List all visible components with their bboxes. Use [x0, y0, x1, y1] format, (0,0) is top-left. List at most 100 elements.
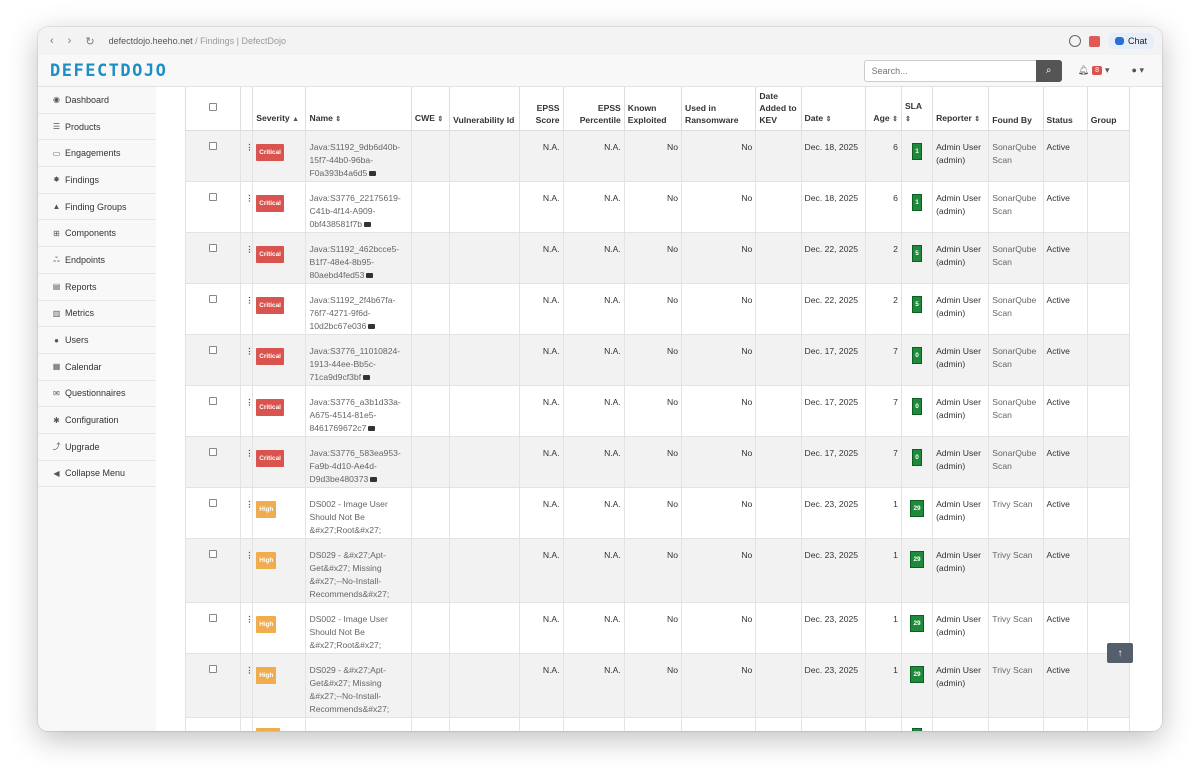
- table-row[interactable]: ⋮ Critical Java:S3776_11010824-1913-44ee-B…: [184, 334, 1131, 386]
- table-row[interactable]: ⋮ Critical Java:S1192_9db6d40b-15f7-44b0-9…: [184, 130, 1131, 182]
- col-sla[interactable]: SLA ⇕: [900, 87, 934, 131]
- finding-name-link[interactable]: DS002 - Image User Should Not Be &#x27;R…: [309, 499, 388, 535]
- sidebar-item-products[interactable]: ☰ Products: [38, 114, 156, 141]
- col-reporter[interactable]: Reporter ⇕: [932, 87, 990, 131]
- search-input[interactable]: [863, 59, 1036, 82]
- row-checkbox[interactable]: [209, 448, 218, 456]
- sidebar-item-reports[interactable]: ▤ Reports: [38, 274, 156, 301]
- sidebar-item-dashboard[interactable]: ◉ Dashboard: [38, 87, 156, 114]
- reload-icon[interactable]: ↻: [85, 35, 95, 48]
- finding-name-link[interactable]: Java:S1192_9db6d40b-15f7-44b0-96ba-F0a39…: [309, 142, 401, 178]
- extension-icon[interactable]: [1068, 35, 1081, 47]
- finding-name-link[interactable]: Java:S3776_a3b1d33a-A675-4514-81e5-84617…: [309, 397, 401, 433]
- row-actions-icon[interactable]: ⋮: [245, 193, 254, 203]
- col-group[interactable]: Group: [1086, 87, 1131, 131]
- table-row[interactable]: ⋮ Critical Java:S3776_22175619-C41b-4f14-A…: [184, 181, 1131, 233]
- back-icon[interactable]: ‹: [50, 34, 54, 47]
- sidebar-item-configuration[interactable]: ✱ Configuration: [38, 407, 156, 434]
- col-age[interactable]: Age ⇕: [864, 87, 902, 131]
- col-cwe[interactable]: CWE ⇕: [410, 87, 451, 131]
- select-all-checkbox[interactable]: [209, 103, 218, 111]
- finding-name-link[interactable]: Java:S1192_2f4b67fa-76f7-4271-9f6d-10d2b…: [309, 295, 396, 331]
- finding-name-link[interactable]: Java:S3776_11010824-1913-44ee-Bb5c-71ca9…: [309, 346, 401, 382]
- table-row[interactable]: ⋮ High DS029 - &#x27;Apt-Get&#x27; Missing…: [184, 538, 1131, 603]
- row-checkbox[interactable]: [209, 346, 218, 354]
- sidebar-item-finding-groups[interactable]: ▲ Finding Groups: [38, 194, 156, 221]
- finding-name-link[interactable]: Java:S3776_22175619-C41b-4f14-A909-0bf43…: [309, 193, 401, 229]
- col-epss-percentile[interactable]: EPSS Percentile: [562, 87, 625, 131]
- used-in-ransomware: No: [681, 487, 757, 539]
- row-checkbox[interactable]: [209, 665, 218, 673]
- chat-button[interactable]: Chat: [1107, 33, 1154, 49]
- row-checkbox[interactable]: [209, 614, 218, 622]
- sidebar-item-label: Collapse Menu: [65, 468, 126, 479]
- sidebar-item-findings[interactable]: ✸ Findings: [38, 167, 156, 194]
- found-by: SonarQube Scan: [988, 385, 1044, 437]
- col-date[interactable]: Date ⇕: [800, 87, 866, 131]
- found-by: Trivy Scan: [988, 538, 1044, 603]
- sidebar-item-collapse-menu[interactable]: ◀ Collapse Menu: [38, 461, 156, 488]
- table-row[interactable]: ⋮ High DS002 - Image User Should Not Be &#…: [184, 487, 1131, 539]
- col-used-in-ransomware[interactable]: Used in Ransomware: [681, 87, 757, 131]
- finding-name-link[interactable]: DS029 - &#x27;Apt-Get&#x27; Missing &#x2…: [309, 665, 390, 714]
- row-checkbox[interactable]: [209, 499, 218, 507]
- findings-panel: Severity ▲ Name ⇕ CWE ⇕ Vulnerability Id…: [156, 87, 1162, 731]
- table-row[interactable]: ⋮ High DS029 - &#x27;Apt-Get&#x27; Missing…: [184, 653, 1131, 718]
- col-status[interactable]: Status: [1042, 87, 1088, 131]
- row-checkbox[interactable]: [209, 193, 218, 201]
- row-actions-icon[interactable]: ⋮: [245, 614, 254, 624]
- sidebar-item-users[interactable]: ● Users: [38, 327, 156, 354]
- row-checkbox[interactable]: [209, 295, 218, 303]
- sidebar-item-questionnaires[interactable]: ✉ Questionnaires: [38, 381, 156, 408]
- found-by: SonarQube Scan: [988, 334, 1044, 386]
- user-icon: ●: [1131, 65, 1137, 75]
- address-bar[interactable]: defectdojo.heeho.net / Findings | Defect…: [109, 36, 286, 46]
- row-checkbox[interactable]: [209, 397, 218, 405]
- row-actions-icon[interactable]: ⋮: [245, 550, 254, 560]
- row-checkbox[interactable]: [209, 550, 218, 558]
- row-checkbox[interactable]: [209, 142, 218, 150]
- sla-badge: 0: [912, 398, 922, 415]
- row-actions-icon[interactable]: ⋮: [245, 142, 254, 152]
- row-actions-icon[interactable]: ⋮: [245, 499, 254, 509]
- logo[interactable]: DEFECTDOJO: [50, 60, 168, 81]
- col-date-added-kev[interactable]: Date Added to KEV: [755, 87, 802, 131]
- row-actions-icon[interactable]: ⋮: [245, 346, 254, 356]
- extension-red-icon[interactable]: [1088, 35, 1100, 47]
- table-row[interactable]: [184, 717, 1131, 731]
- search-button[interactable]: ⌕: [1035, 59, 1062, 82]
- table-row[interactable]: ⋮ Critical Java:S1192_462bcce5-B1f7-48e4-8…: [184, 232, 1131, 284]
- col-epss-score[interactable]: EPSS Score: [519, 87, 564, 131]
- table-row[interactable]: ⋮ Critical Java:S1192_2f4b67fa-76f7-4271-9…: [184, 283, 1131, 335]
- row-actions-icon[interactable]: ⋮: [245, 295, 254, 305]
- epss-percentile: N.A.: [562, 436, 625, 488]
- col-vulnerability-id[interactable]: Vulnerability Id: [449, 87, 521, 131]
- finding-status: Active: [1042, 130, 1088, 182]
- finding-name-link[interactable]: Java:S1192_462bcce5-B1f7-48e4-8b95-80aeb…: [309, 244, 400, 280]
- table-row[interactable]: ⋮ Critical Java:S3776_583ea953-Fa9b-4d10-A…: [184, 436, 1131, 488]
- finding-name-link[interactable]: DS029 - &#x27;Apt-Get&#x27; Missing &#x2…: [309, 550, 390, 599]
- notifications-menu[interactable]: 🔔︎ 8 ▾: [1078, 65, 1110, 76]
- table-row[interactable]: ⋮ Critical Java:S3776_a3b1d33a-A675-4514-8…: [184, 385, 1131, 437]
- forward-icon[interactable]: ›: [67, 34, 72, 47]
- sidebar-item-calendar[interactable]: ▦ Calendar: [38, 354, 156, 381]
- col-name[interactable]: Name ⇕: [305, 87, 412, 131]
- table-row[interactable]: ⋮ High DS002 - Image User Should Not Be &#…: [184, 602, 1131, 654]
- sidebar-item-upgrade[interactable]: ⤴ Upgrade: [38, 434, 156, 461]
- row-checkbox[interactable]: [209, 244, 218, 252]
- row-actions-icon[interactable]: ⋮: [245, 244, 254, 254]
- sidebar-item-metrics[interactable]: ▥ Metrics: [38, 301, 156, 328]
- sidebar-item-endpoints[interactable]: ஃ Endpoints: [38, 247, 156, 274]
- row-actions-icon[interactable]: ⋮: [245, 397, 254, 407]
- row-actions-icon[interactable]: ⋮: [245, 665, 254, 675]
- sidebar-item-components[interactable]: ⊞ Components: [38, 220, 156, 248]
- col-known-exploited[interactable]: Known Exploited: [623, 87, 683, 131]
- finding-name-link[interactable]: Java:S3776_583ea953-Fa9b-4d10-Ae4d-D9d3b…: [309, 448, 401, 484]
- col-severity[interactable]: Severity ▲: [252, 87, 307, 131]
- sidebar-item-engagements[interactable]: ▭ Engagements: [38, 140, 156, 168]
- col-found-by[interactable]: Found By: [988, 87, 1044, 131]
- row-actions-icon[interactable]: ⋮: [245, 448, 254, 458]
- scroll-to-top-button[interactable]: ↑: [1107, 643, 1133, 663]
- user-menu[interactable]: ● ▾: [1132, 65, 1144, 76]
- finding-name-link[interactable]: DS002 - Image User Should Not Be &#x27;R…: [309, 614, 388, 650]
